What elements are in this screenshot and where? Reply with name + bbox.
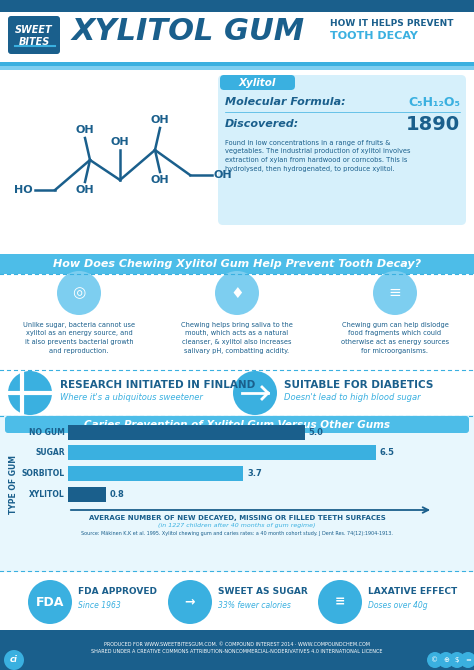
Text: SUITABLE FOR DIABETICS: SUITABLE FOR DIABETICS: [284, 380, 433, 390]
Text: OH: OH: [111, 137, 129, 147]
Text: NO GUM: NO GUM: [29, 428, 65, 437]
Text: Molecular Formula:: Molecular Formula:: [225, 97, 346, 107]
Text: ©: ©: [431, 657, 438, 663]
Bar: [0, 12, 474, 62]
Text: AVERAGE NUMBER OF NEW DECAYED, MISSING OR FILLED TEETH SURFACES: AVERAGE NUMBER OF NEW DECAYED, MISSING O…: [89, 515, 385, 521]
Text: (in 1227 children after 40 months of gum regime): (in 1227 children after 40 months of gum…: [158, 523, 316, 529]
Bar: [0, 415, 474, 572]
Circle shape: [373, 271, 417, 315]
Text: FDA: FDA: [36, 596, 64, 608]
Circle shape: [460, 652, 474, 668]
Circle shape: [318, 580, 362, 624]
Text: →: →: [185, 596, 195, 608]
Text: Doses over 40g: Doses over 40g: [368, 600, 428, 610]
Text: Source: Mäkinen K.K et al. 1995. Xylitol chewing gum and caries rates: a 40 mont: Source: Mäkinen K.K et al. 1995. Xylitol…: [81, 531, 393, 537]
Text: OH: OH: [151, 175, 169, 185]
Text: TYPE OF GUM: TYPE OF GUM: [9, 456, 18, 515]
Bar: [0, 66, 474, 70]
Circle shape: [438, 652, 454, 668]
Bar: [0, 274, 474, 370]
Text: Unlike sugar, bacteria cannot use
xylitol as an energy source, and
it also preve: Unlike sugar, bacteria cannot use xylito…: [23, 322, 135, 354]
Text: ≡: ≡: [389, 285, 401, 301]
Text: OH: OH: [76, 185, 94, 195]
FancyBboxPatch shape: [218, 75, 466, 225]
Bar: [68, 466, 243, 481]
Text: 6.5: 6.5: [380, 448, 395, 457]
Text: Chewing gum can help dislodge
food fragments which could
otherwise act as energy: Chewing gum can help dislodge food fragm…: [341, 322, 449, 354]
Text: Caries Prevention of Xylitol Gum Versus Other Gums: Caries Prevention of Xylitol Gum Versus …: [84, 420, 390, 430]
Text: BITES: BITES: [18, 37, 50, 47]
Text: LAXATIVE EFFECT: LAXATIVE EFFECT: [368, 588, 457, 596]
Bar: [0, 0, 474, 12]
Text: Found in low concentrations in a range of fruits &
vegetables. The industrial pr: Found in low concentrations in a range o…: [225, 140, 410, 172]
Text: 3.7: 3.7: [247, 469, 262, 478]
Circle shape: [233, 371, 277, 415]
Text: Doesn't lead to high blood sugar: Doesn't lead to high blood sugar: [284, 393, 420, 401]
Circle shape: [168, 580, 212, 624]
Bar: [68, 487, 106, 502]
Bar: [0, 371, 474, 415]
Text: =: =: [465, 657, 471, 663]
Text: ci: ci: [10, 655, 18, 665]
Text: HOW IT HELPS PREVENT: HOW IT HELPS PREVENT: [330, 19, 454, 29]
Text: ≡: ≡: [335, 596, 345, 608]
Text: Discovered:: Discovered:: [225, 119, 299, 129]
Text: HO: HO: [14, 185, 33, 195]
Text: XYLITOL: XYLITOL: [29, 490, 65, 499]
Bar: [68, 425, 305, 440]
Text: PRODUCED FOR WWW.SWEETBITESGUM.COM. © COMPOUND INTEREST 2014 · WWW.COMPOUNDCHEM.: PRODUCED FOR WWW.SWEETBITESGUM.COM. © CO…: [91, 642, 383, 654]
Text: C₅H₁₂O₅: C₅H₁₂O₅: [408, 96, 460, 109]
Bar: [68, 445, 376, 460]
Text: SORBITOL: SORBITOL: [22, 469, 65, 478]
Bar: [0, 62, 474, 66]
FancyBboxPatch shape: [8, 16, 60, 54]
Text: SUGAR: SUGAR: [36, 448, 65, 457]
Circle shape: [427, 652, 443, 668]
FancyBboxPatch shape: [220, 75, 295, 90]
Text: 1890: 1890: [406, 115, 460, 133]
Text: OH: OH: [214, 170, 233, 180]
Bar: [0, 630, 474, 670]
Text: Since 1963: Since 1963: [78, 600, 121, 610]
Circle shape: [8, 371, 52, 415]
Text: Where it's a ubiquitous sweetener: Where it's a ubiquitous sweetener: [60, 393, 203, 401]
Text: ◎: ◎: [73, 285, 86, 301]
FancyBboxPatch shape: [5, 416, 469, 433]
Text: ♦: ♦: [230, 285, 244, 301]
Circle shape: [449, 652, 465, 668]
FancyBboxPatch shape: [0, 254, 474, 274]
Text: OH: OH: [76, 125, 94, 135]
Text: $: $: [455, 657, 459, 663]
Text: RESEARCH INITIATED IN FINLAND: RESEARCH INITIATED IN FINLAND: [60, 380, 255, 390]
Text: 5.0: 5.0: [309, 428, 324, 437]
Text: 0.8: 0.8: [110, 490, 125, 499]
Text: Chewing helps bring saliva to the
mouth, which acts as a natural
cleanser, & xyl: Chewing helps bring saliva to the mouth,…: [181, 322, 293, 354]
Text: SWEET: SWEET: [15, 25, 53, 35]
Text: FDA APPROVED: FDA APPROVED: [78, 588, 157, 596]
Text: Xylitol: Xylitol: [238, 78, 276, 88]
Bar: [0, 572, 474, 630]
Circle shape: [57, 271, 101, 315]
Circle shape: [4, 650, 24, 670]
Text: OH: OH: [151, 115, 169, 125]
Text: 33% fewer calories: 33% fewer calories: [218, 600, 291, 610]
Text: ⊕: ⊕: [443, 657, 449, 663]
Text: How Does Chewing Xylitol Gum Help Prevent Tooth Decay?: How Does Chewing Xylitol Gum Help Preven…: [53, 259, 421, 269]
Text: TOOTH DECAY: TOOTH DECAY: [330, 31, 418, 41]
Circle shape: [215, 271, 259, 315]
Text: XYLITOL GUM: XYLITOL GUM: [72, 17, 305, 46]
Bar: [0, 70, 474, 255]
Text: SWEET AS SUGAR: SWEET AS SUGAR: [218, 588, 308, 596]
Circle shape: [28, 580, 72, 624]
